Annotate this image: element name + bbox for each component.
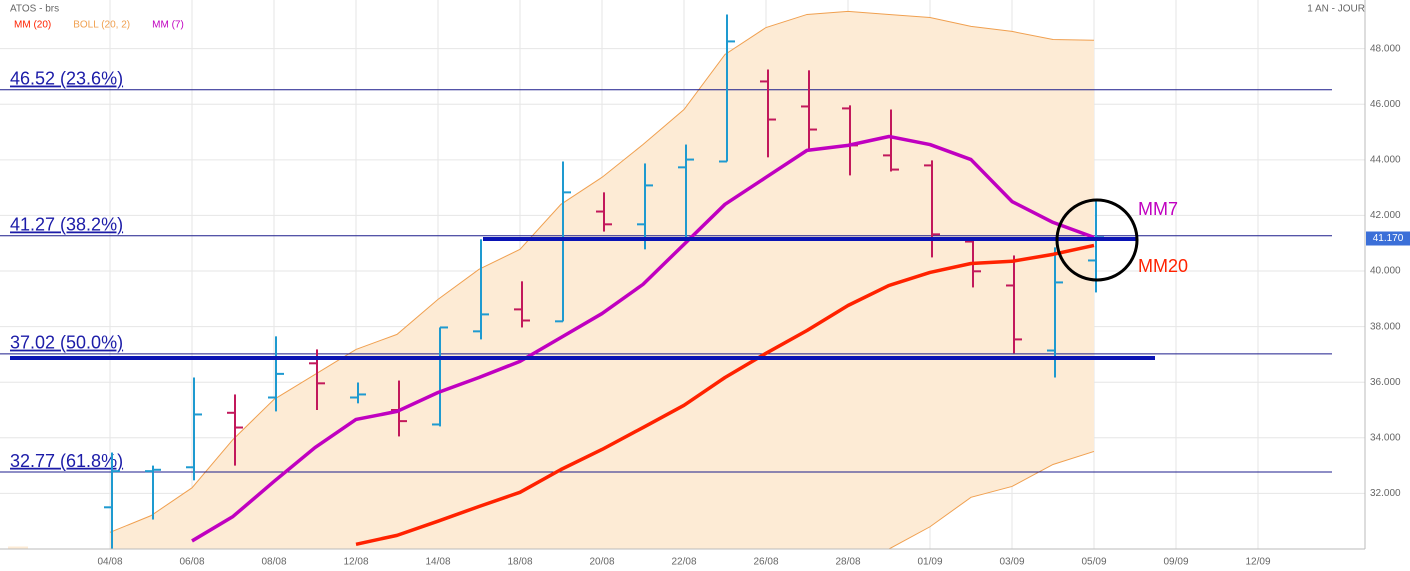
y-tick-label: 42.000 [1370, 210, 1401, 221]
x-tick-label: 08/08 [261, 557, 286, 568]
y-tick-label: 44.000 [1370, 154, 1401, 165]
highlight-circle [1055, 198, 1139, 282]
axis-labels: 32.000 34.000 36.000 38.000 40.000 42.000 44.0… [97, 43, 1401, 567]
price-tag [1366, 231, 1410, 246]
x-tick-label: 12/09 [1245, 557, 1270, 568]
x-tick-label: 03/09 [999, 557, 1024, 568]
x-tick-label: 05/09 [1081, 557, 1106, 568]
x-tick-label: 01/09 [917, 557, 942, 568]
y-tick-label: 40.000 [1370, 266, 1401, 277]
chart-title: ATOS - brs [10, 4, 59, 15]
band-lower [888, 450, 1095, 549]
x-tick-label: 06/08 [179, 557, 204, 568]
y-tick-label: 36.000 [1370, 377, 1401, 388]
y-tick-label: 34.000 [1370, 432, 1401, 443]
y-tick-label: 38.000 [1370, 321, 1401, 332]
fibonacci-levels: 46.52 (23.6%) 41.27 (38.2%) 37.02 (50.0%) 3… [0, 69, 1332, 473]
x-tick-label: 04/08 [97, 557, 122, 568]
moving-average [355, 243, 1095, 546]
moving-average [191, 134, 1095, 543]
moving-averages [191, 134, 1095, 546]
fib-label: 46.52 (23.6%) [10, 69, 123, 89]
price-tag-label: 41.170 [1373, 233, 1404, 244]
legend-entry: MM (7) [152, 20, 184, 31]
x-tick-label: 26/08 [753, 557, 778, 568]
annotation: MM7 [1138, 199, 1178, 219]
period: 1 AN - JOUR [1307, 4, 1365, 15]
y-tick-label: 46.000 [1370, 99, 1401, 110]
bollinger-band [8, 10, 1095, 549]
legend: MM (20) BOLL (20, 2) MM (7) [14, 20, 184, 31]
x-tick-label: 09/09 [1163, 557, 1188, 568]
fib-label: 32.77 (61.8%) [10, 451, 123, 471]
fib-label: 41.27 (38.2%) [10, 214, 123, 234]
x-tick-label: 12/08 [343, 557, 368, 568]
annotation: MM20 [1138, 256, 1188, 276]
fib-label: 37.02 (50.0%) [10, 333, 123, 353]
x-tick-label: 28/08 [835, 557, 860, 568]
x-tick-label: 18/08 [507, 557, 532, 568]
y-tick-label: 32.000 [1370, 488, 1401, 499]
legend-entry: MM (20) [14, 20, 51, 31]
x-tick-label: 22/08 [671, 557, 696, 568]
x-tick-label: 20/08 [589, 557, 614, 568]
legend-entry: BOLL (20, 2) [73, 20, 130, 31]
band-area [8, 546, 28, 549]
x-tick-label: 14/08 [425, 557, 450, 568]
band-upper [109, 10, 1095, 533]
y-tick-label: 48.000 [1370, 43, 1401, 54]
